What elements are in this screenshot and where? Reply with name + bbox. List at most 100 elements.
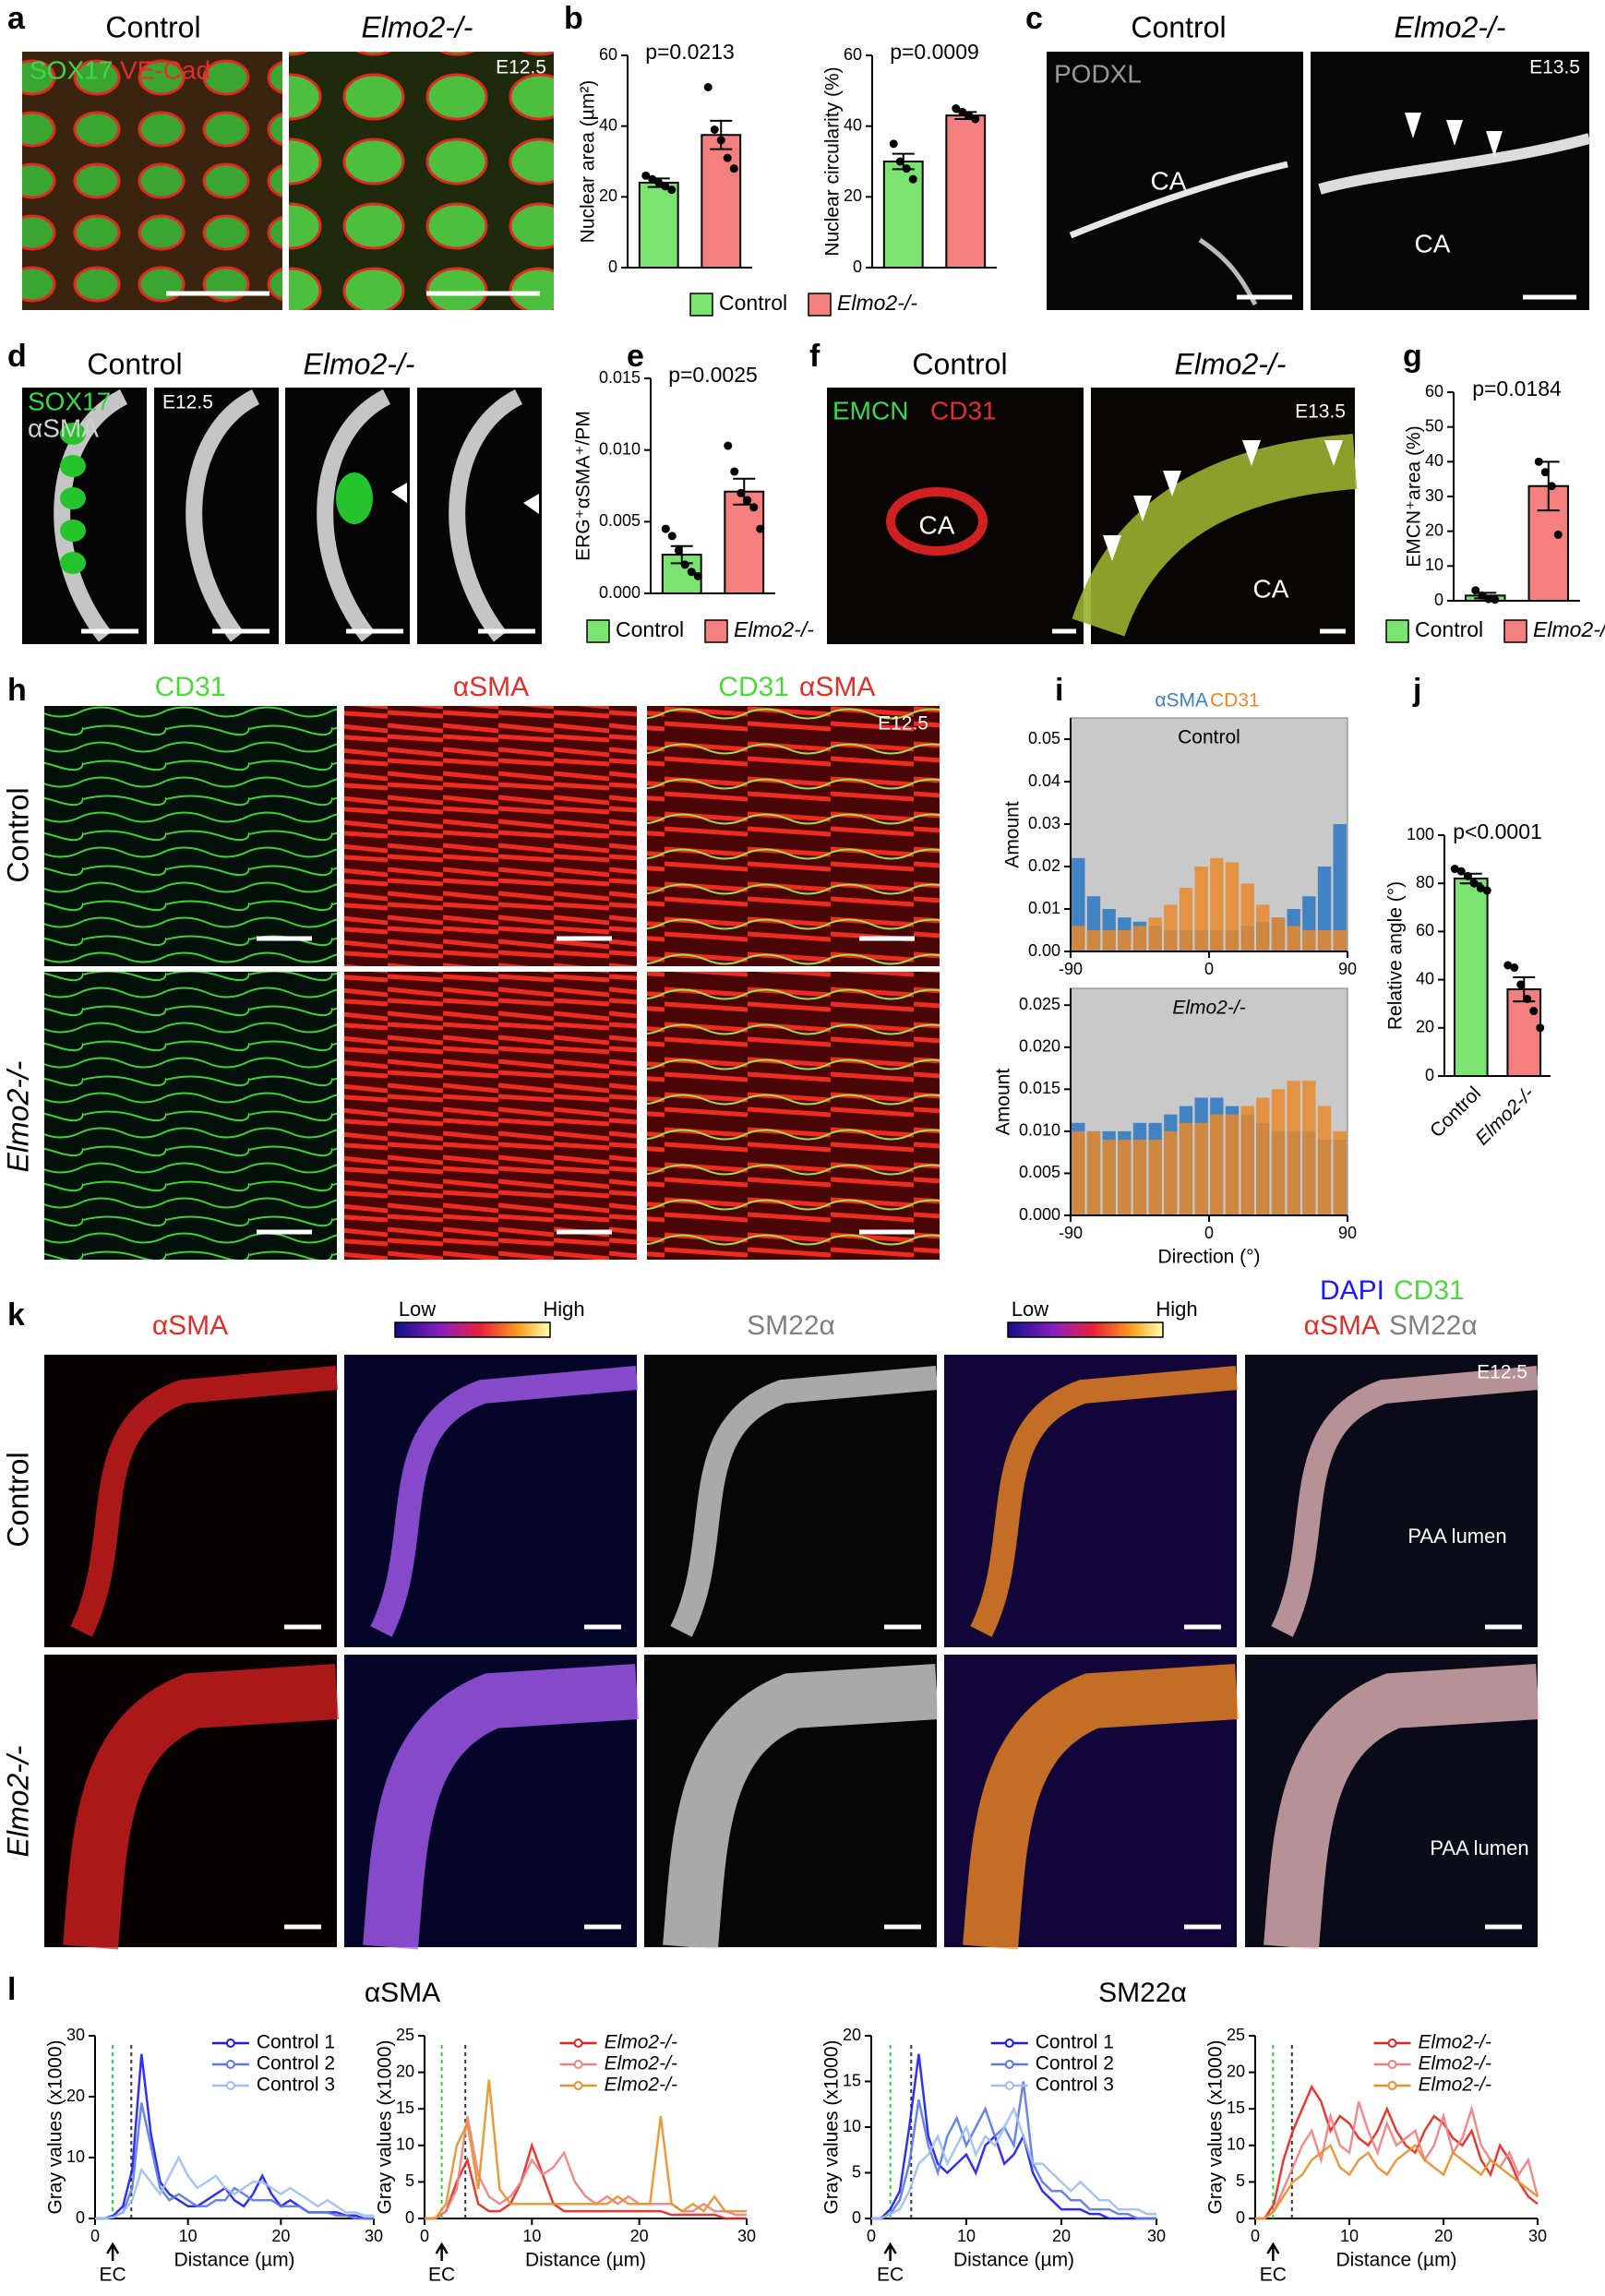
legend-label: Control [1415, 617, 1483, 641]
legend-marker [225, 2081, 235, 2090]
micrograph-feature [60, 520, 86, 542]
data-point [648, 174, 657, 184]
label: E12.5 [878, 713, 928, 735]
label: Control [1, 1452, 34, 1547]
y-tick-label: 60 [1425, 382, 1443, 401]
data-line [1255, 2084, 1539, 2220]
histogram-bar [1302, 1081, 1316, 1215]
legend-label: Elmo2-/- [1533, 617, 1605, 641]
y-axis-label: Amount [993, 1069, 1014, 1136]
data-point [756, 524, 765, 533]
panel-letter: e [627, 339, 644, 374]
legend-marker [1004, 2081, 1014, 2090]
legend-marker [573, 2081, 583, 2090]
data-point [703, 83, 713, 91]
y-tick-label: 0.04 [1028, 771, 1060, 790]
histogram-bar [1317, 930, 1332, 951]
micrograph-feature [663, 1664, 939, 1950]
y-tick-label: 40 [1416, 969, 1434, 987]
y-tick-label: 0.000 [1019, 1205, 1060, 1224]
data-point [1471, 586, 1480, 595]
ec-arrow [1266, 2242, 1280, 2261]
x-tick-label: 10 [957, 2227, 976, 2245]
y-tick-label: 5 [1236, 2171, 1245, 2190]
histogram-bar [1132, 926, 1147, 951]
histogram-bar [1194, 867, 1208, 951]
histogram-bar [1210, 1114, 1224, 1215]
label: CD31 [155, 672, 226, 702]
label: SM22α [1098, 1978, 1187, 2008]
bar [1506, 988, 1542, 1078]
label: CA [1253, 574, 1289, 603]
x-tick-label: 30 [1147, 2227, 1166, 2245]
legend-label: Control [719, 291, 787, 315]
legend-marker [1387, 2039, 1397, 2048]
panel-letter: b [564, 1, 583, 36]
y-tick-label: 20 [66, 2087, 85, 2105]
data-point [667, 532, 677, 541]
micrograph-feature [1264, 1664, 1539, 1950]
legend-swatch [586, 619, 610, 643]
x-tick-label: 10 [179, 2227, 198, 2245]
micrograph-feature [970, 1366, 1239, 1637]
histogram-bar [1118, 930, 1132, 951]
label: Control [105, 10, 200, 43]
data-point [724, 441, 733, 450]
x-axis-label: Distance (µm) [174, 2250, 294, 2271]
ec-arrow [106, 2242, 120, 2261]
legend-label: Elmo2-/- [734, 617, 814, 641]
label: High [543, 1297, 584, 1321]
legend-marker [573, 2060, 583, 2069]
data-point [1516, 980, 1526, 989]
y-tick-label: 10 [843, 2117, 861, 2135]
label: SM22α [1389, 1310, 1478, 1341]
label: αSMA [365, 1978, 440, 2008]
label: Low [1012, 1297, 1048, 1321]
histogram-bar [1317, 1106, 1332, 1215]
y-tick-label: 0 [405, 2208, 414, 2227]
y-tick-label: 40 [599, 115, 617, 134]
x-tick-label: 30 [737, 2227, 756, 2245]
histogram-bar [1179, 888, 1193, 951]
y-tick-label: 5 [405, 2171, 414, 2190]
y-tick-label: 50 [1425, 416, 1443, 435]
micrograph-feature [1007, 1321, 1164, 1338]
data-point [730, 467, 739, 476]
histogram-bar [1179, 1122, 1193, 1215]
y-tick-label: 60 [844, 45, 862, 64]
micrograph-feature [317, 389, 391, 642]
label: αSMA [28, 413, 99, 442]
label: PODXL [1054, 59, 1142, 88]
label: Elmo2-/- [1175, 347, 1287, 380]
micrograph-feature [394, 1321, 551, 1338]
legend-swatch [704, 619, 728, 643]
label: DAPI [1320, 1275, 1384, 1306]
data-point [737, 488, 746, 497]
label: High [1156, 1297, 1197, 1321]
y-axis-label: Gray values (x1000) [1205, 2039, 1227, 2214]
ec-label: EC [1260, 2265, 1287, 2286]
micrograph-feature [523, 494, 539, 514]
label: Low [399, 1297, 436, 1321]
y-axis-label: Gray values (x1000) [375, 2039, 396, 2214]
micrograph [22, 52, 282, 310]
label: E12.5 [496, 57, 546, 78]
y-tick-label: 10 [1227, 2135, 1245, 2154]
y-axis-label: Gray values (x1000) [821, 2039, 843, 2214]
data-point [743, 496, 752, 505]
micrograph-feature [70, 1366, 339, 1637]
data-point [1463, 871, 1472, 880]
y-tick-label: 0.01 [1028, 899, 1060, 917]
data-line [871, 2081, 1156, 2220]
legend-label: Elmo2-/- [1419, 2053, 1491, 2075]
micrograph-feature [886, 487, 988, 556]
label: Elmo2-/- [304, 347, 415, 380]
data-point [1456, 867, 1466, 876]
data-point [1450, 865, 1459, 874]
micrograph [344, 972, 637, 1260]
data-point [964, 111, 974, 120]
bar [945, 114, 987, 269]
label: Elmo2-/- [1, 1746, 34, 1858]
histogram-bar [1271, 1089, 1286, 1215]
histogram-bar [1164, 1130, 1178, 1215]
